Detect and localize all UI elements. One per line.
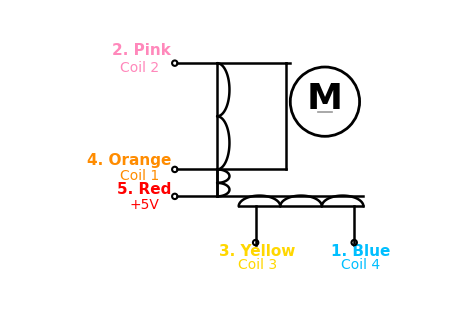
Text: 3. Yellow: 3. Yellow [219,244,295,258]
Text: 5. Red: 5. Red [117,182,171,197]
Text: Coil 1: Coil 1 [120,169,159,183]
Text: 1. Blue: 1. Blue [331,244,390,258]
Text: Coil 4: Coil 4 [341,258,380,272]
Text: 2. Pink: 2. Pink [112,43,171,57]
Text: +5V: +5V [130,198,159,212]
Text: 4. Orange: 4. Orange [86,153,171,168]
Text: Coil 3: Coil 3 [238,258,277,272]
Text: M: M [307,82,343,116]
Text: Coil 2: Coil 2 [120,61,159,75]
